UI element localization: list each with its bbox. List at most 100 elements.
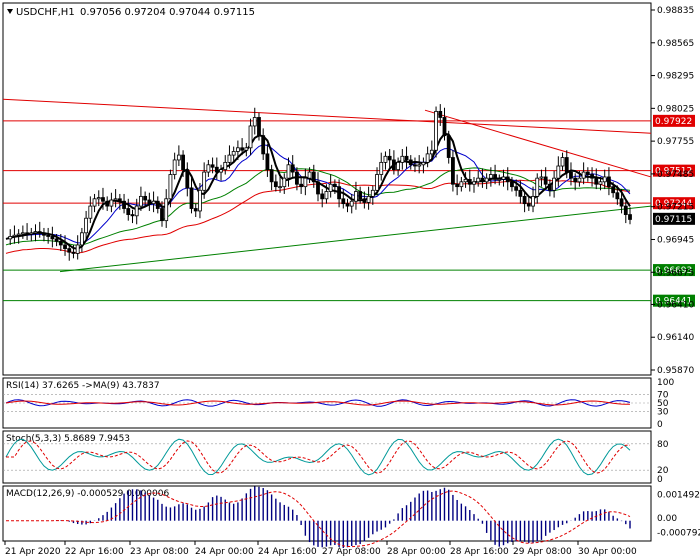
price-tick-label: 0.96945 <box>657 235 694 245</box>
candle-body <box>484 177 489 183</box>
candle-body <box>290 164 295 173</box>
candle-body <box>480 177 485 183</box>
candle-body <box>139 195 143 207</box>
candle-body <box>210 164 215 168</box>
time-tick-label: 29 Apr 08:00 <box>513 547 572 557</box>
candle-body <box>50 236 55 240</box>
candle-body <box>370 189 375 197</box>
time-tick-label: 28 Apr 16:00 <box>450 547 509 557</box>
candle-body <box>421 161 426 166</box>
candle-body <box>278 186 282 189</box>
candle-body <box>408 159 413 166</box>
indicator-tick-label: 30 <box>657 407 669 417</box>
candle-body <box>396 161 401 171</box>
candle-body <box>332 183 337 188</box>
candle-body <box>202 171 207 191</box>
candle-body <box>488 174 493 179</box>
candle-body <box>400 155 405 163</box>
candle-body <box>569 171 573 179</box>
candle-body <box>354 191 358 202</box>
dropdown-triangle-icon[interactable] <box>7 9 13 14</box>
candle-body <box>16 233 21 236</box>
candle-body <box>467 178 472 185</box>
candle-body <box>147 199 152 205</box>
candle-body <box>438 110 443 118</box>
candle-body <box>143 195 148 201</box>
time-tick-label: 22 Apr 16:00 <box>65 547 124 557</box>
candle-body <box>193 208 198 212</box>
candle-body <box>244 147 249 151</box>
candle-body <box>628 214 632 220</box>
indicator-tick-label: -0.000792 <box>657 528 700 538</box>
candle-body <box>337 186 341 200</box>
candle-body <box>404 155 409 161</box>
candle-body <box>130 214 135 217</box>
candle-body <box>611 186 616 194</box>
level-label: 0.97922 <box>655 117 692 127</box>
candle-body <box>299 183 304 188</box>
stoch-main-line <box>5 438 631 476</box>
candle-body <box>383 155 388 163</box>
candle-body <box>434 110 438 151</box>
candle-body <box>358 191 363 200</box>
candle-body <box>219 169 223 173</box>
time-axis: 21 Apr 2020 22 Apr 16:00 23 Apr 08:00 24 Ap… <box>4 541 637 557</box>
indicator-tick-label: 100 <box>657 378 674 388</box>
candle-body <box>273 181 278 188</box>
candle-body <box>379 161 384 175</box>
candle-body <box>594 177 599 185</box>
candle-body <box>257 117 261 137</box>
candle-body <box>387 155 392 161</box>
candle-body <box>316 181 320 195</box>
indicator-tick-label: 0.00 <box>657 514 677 524</box>
indicator-tick-label: 20 <box>657 466 669 476</box>
candlesticks <box>8 104 632 261</box>
candle-body <box>33 231 38 234</box>
candle-body <box>607 176 611 188</box>
candle-body <box>269 169 274 183</box>
candle-body <box>181 154 185 171</box>
candle-body <box>58 240 63 246</box>
candle-body <box>214 166 219 173</box>
candle-body <box>261 135 266 155</box>
candle-body <box>619 198 624 207</box>
price-tick-label: 0.96410 <box>657 300 694 310</box>
candle-body <box>151 200 156 205</box>
indicator-tick-label: 0.001492 <box>657 491 700 501</box>
candle-body <box>413 164 417 167</box>
candle-body <box>459 181 464 188</box>
level-label: 0.96441 <box>655 297 692 307</box>
candle-body <box>248 125 253 149</box>
candle-body <box>160 208 164 222</box>
candle-body <box>122 200 126 209</box>
candle-body <box>42 232 46 236</box>
indicator-tick-label: 50 <box>657 399 669 409</box>
candle-body <box>79 232 84 246</box>
candle-body <box>235 147 240 152</box>
candle-body <box>366 195 371 203</box>
price-tick-label: 0.96140 <box>657 333 694 343</box>
level-label-box <box>653 264 695 277</box>
candle-body <box>240 147 245 151</box>
candle-body <box>20 232 25 235</box>
candle-body <box>252 117 257 127</box>
indicator-title: Stoch(5,3,3) 5.8689 7.9453 <box>6 434 130 444</box>
candle-body <box>29 232 34 235</box>
candle-body <box>455 183 460 188</box>
candle-body <box>514 186 519 191</box>
level-label-box <box>653 114 695 127</box>
time-tick-label: 27 Apr 08:00 <box>322 547 381 557</box>
price-tick-label: 0.98295 <box>657 72 694 82</box>
candle-body <box>497 178 502 181</box>
candle-body <box>362 198 367 203</box>
indicator-panels: RSI(14) 37.6265 ->MA(9) 43.7837 100 705030… <box>3 378 700 548</box>
level-label: 0.96693 <box>655 266 692 276</box>
candle-body <box>349 200 354 207</box>
candle-body <box>518 189 523 197</box>
candle-body <box>476 177 481 183</box>
candle-body <box>307 171 312 179</box>
candle-body <box>598 181 603 185</box>
candle-body <box>88 205 93 219</box>
macd-signal-line <box>6 490 631 548</box>
